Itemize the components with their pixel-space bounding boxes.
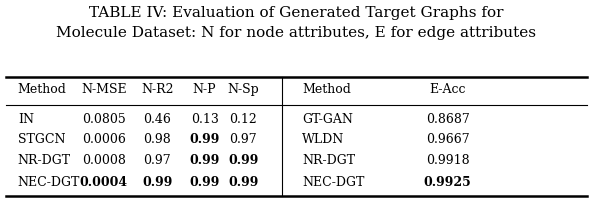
- Text: 0.8687: 0.8687: [426, 113, 470, 126]
- Text: NEC-DGT: NEC-DGT: [302, 176, 365, 189]
- Text: 0.46: 0.46: [143, 113, 171, 126]
- Text: 0.9925: 0.9925: [424, 176, 471, 189]
- Text: 0.99: 0.99: [142, 176, 173, 189]
- Text: 0.99: 0.99: [189, 154, 220, 166]
- Text: 0.99: 0.99: [189, 133, 220, 146]
- Text: 0.0006: 0.0006: [82, 133, 126, 146]
- Text: 0.9667: 0.9667: [426, 133, 470, 146]
- Text: 0.0805: 0.0805: [82, 113, 126, 126]
- Text: N-MSE: N-MSE: [81, 83, 126, 96]
- Text: 0.99: 0.99: [228, 176, 259, 189]
- Text: 0.97: 0.97: [229, 133, 257, 146]
- Text: 0.99: 0.99: [189, 176, 220, 189]
- Text: E-Acc: E-Acc: [429, 83, 466, 96]
- Text: Method: Method: [18, 83, 66, 96]
- Text: 0.0008: 0.0008: [82, 154, 126, 166]
- Text: 0.9918: 0.9918: [426, 154, 470, 166]
- Text: IN: IN: [18, 113, 34, 126]
- Text: N-P: N-P: [193, 83, 216, 96]
- Text: NR-DGT: NR-DGT: [302, 154, 356, 166]
- Text: NR-DGT: NR-DGT: [18, 154, 71, 166]
- Text: Method: Method: [302, 83, 351, 96]
- Text: TABLE IV: Evaluation of Generated Target Graphs for
Molecule Dataset: N for node: TABLE IV: Evaluation of Generated Target…: [56, 6, 537, 40]
- Text: 0.0004: 0.0004: [79, 176, 128, 189]
- Text: 0.13: 0.13: [190, 113, 219, 126]
- Text: 0.99: 0.99: [228, 154, 259, 166]
- Text: N-R2: N-R2: [141, 83, 173, 96]
- Text: STGCN: STGCN: [18, 133, 65, 146]
- Text: 0.97: 0.97: [144, 154, 171, 166]
- Text: NEC-DGT: NEC-DGT: [18, 176, 80, 189]
- Text: N-Sp: N-Sp: [227, 83, 259, 96]
- Text: GT-GAN: GT-GAN: [302, 113, 353, 126]
- Text: 0.12: 0.12: [229, 113, 257, 126]
- Text: 0.98: 0.98: [144, 133, 171, 146]
- Text: WLDN: WLDN: [302, 133, 345, 146]
